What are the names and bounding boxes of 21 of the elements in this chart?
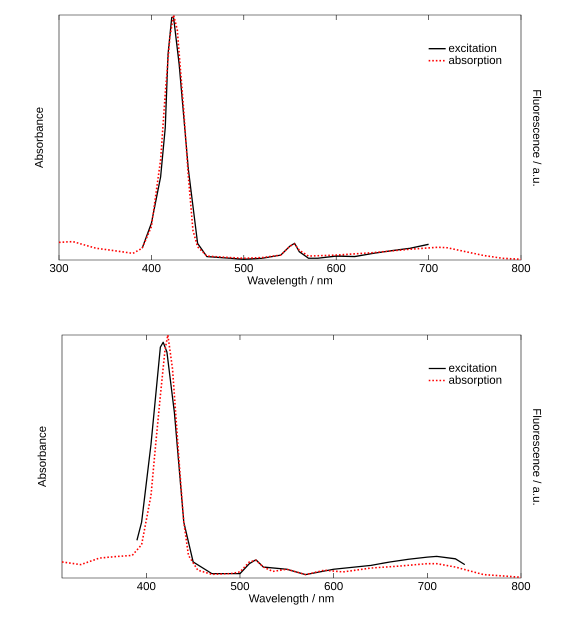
x-tick-label: 500 (234, 264, 253, 272)
legend-label: absorption (449, 375, 502, 386)
x-axis-title: Wavelength / nm (247, 276, 332, 287)
y-axis-title: Absorbance (34, 107, 43, 168)
x-tick-label: 500 (230, 582, 250, 590)
legend-label: absorption (448, 56, 502, 66)
x-tick-label: 700 (418, 582, 436, 590)
x-axis-title: Wavelength / nm (248, 594, 334, 605)
y2-axis-title: Fluorescence / a.u. (533, 90, 542, 186)
x-tick-label: 600 (324, 582, 343, 590)
x-tick-label: 400 (137, 582, 156, 590)
x-tick-label: 600 (327, 264, 346, 272)
legend-label: excitation (448, 44, 496, 52)
y2-axis-title: Fluorescence / a.u. (533, 409, 542, 505)
x-tick-label: 800 (512, 582, 530, 590)
x-tick-label: 300 (50, 264, 68, 272)
legend-label: excitation (449, 363, 496, 372)
x-tick-label: 700 (420, 264, 438, 272)
x-tick-label: 400 (142, 264, 161, 272)
x-tick-label: 800 (512, 264, 530, 272)
y-axis-title: Absorbance (38, 426, 46, 488)
